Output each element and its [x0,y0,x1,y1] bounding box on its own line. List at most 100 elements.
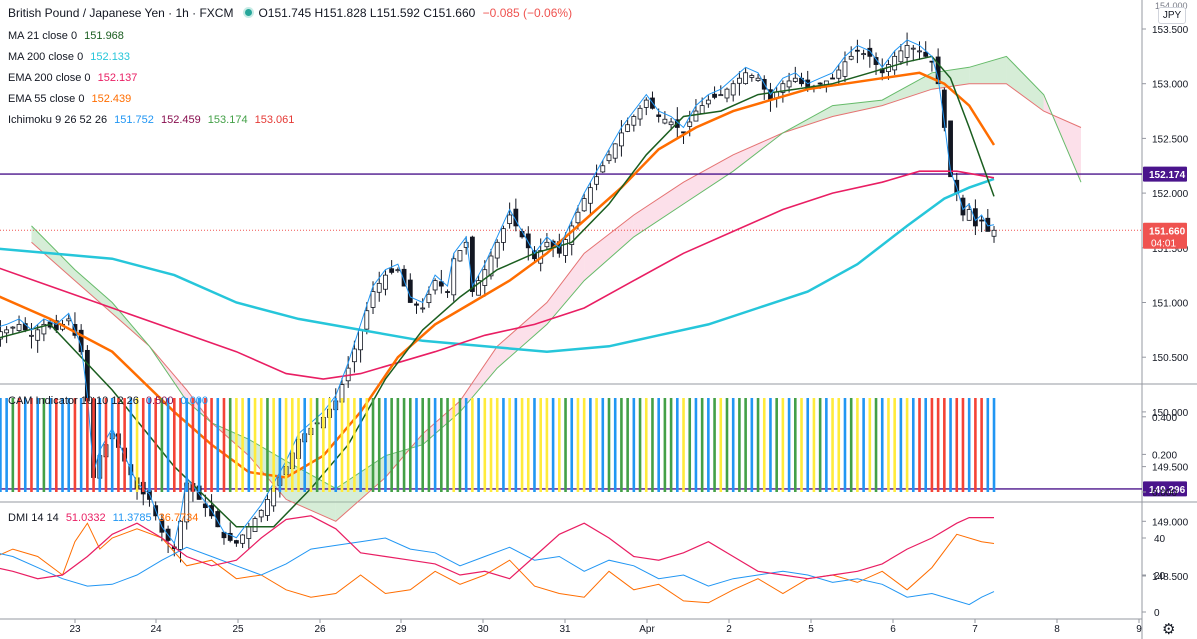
cam-bar [86,398,89,492]
legend-cam[interactable]: CAM Indicator 10 10 12 26 0.500 0.000 [8,394,212,408]
candle-body [867,47,873,57]
cam-bar [862,398,865,492]
cam-bar [887,398,890,492]
x-tick-label: 31 [559,624,571,635]
cam-bar [856,398,859,492]
candle-body [544,241,550,248]
cam-bar [390,398,393,492]
candle-body [985,217,991,232]
candle-body [420,307,426,310]
price-tag-box [1143,481,1187,497]
candle-body [358,329,364,351]
cam-bar [744,398,747,492]
change-value: −0.085 (−0.06%) [482,6,573,20]
cloud-segment [546,253,585,325]
cam-bar [110,398,114,492]
cam-bar [775,398,778,492]
cam-bar [228,398,232,492]
cam-bar [117,398,120,492]
cam-bar [502,398,505,492]
candle-body [4,329,10,334]
y-tick-label: 153.000 [1152,80,1189,91]
cam-bar [48,398,52,492]
symbol-title[interactable]: British Pound / Japanese Yen · 1h · FXCM [8,6,234,20]
cam-bar [322,398,325,492]
candle-body [749,75,755,78]
cam-bar [446,398,449,492]
cam-bar [309,398,313,492]
cam-bar [694,398,698,492]
ma21-line [0,55,995,528]
cam-bar [558,398,561,492]
candle-body [476,280,481,296]
candle-body [743,72,749,85]
cam-bar [483,398,487,492]
cam-bar [632,398,636,492]
cam-bar [104,398,108,492]
candle-body [948,120,953,178]
cam-bar [5,398,8,492]
cam-bar [160,398,164,492]
candle-body [414,303,419,306]
cloud-segment [832,100,883,117]
candle-body [656,114,662,117]
cam-bar [303,398,307,492]
cam-bar [197,398,201,492]
candle-body [463,241,469,248]
cam-bar [328,398,331,492]
legend-ma200[interactable]: MA 200 close 0 152.133 [8,50,134,64]
y-tick-label: 0.000 [1152,488,1177,499]
legend-cam-label: CAM Indicator 10 10 12 26 [8,395,139,407]
cam-bar [346,398,350,492]
price-tag-value: 151.660 [1149,226,1186,237]
legend-ma21-value: 151.968 [84,30,124,42]
y-tick-label: 153.500 [1152,25,1189,36]
candle-body [258,509,264,518]
candle-body [861,53,867,56]
cam-bar [756,398,760,492]
gear-icon[interactable]: ⚙ [1162,621,1176,638]
cam-bar [713,398,716,492]
cam-bar [893,398,896,492]
y-tick-label: 0 [1154,608,1160,619]
legend-ichimoku[interactable]: Ichimoku 9 26 52 26 151.752 152.459 153.… [8,113,298,127]
candle-body [786,80,792,88]
cam-bar [644,398,648,492]
candle-body [401,268,407,287]
candle-body [469,236,475,292]
price-tag-countdown: 04:01 [1151,238,1176,249]
candle-body [581,198,587,212]
cam-bar [79,398,83,492]
cam-bar [539,398,542,492]
cam-bar [663,398,667,492]
cam-bar [626,398,629,492]
legend-dmi[interactable]: DMI 14 14 51.0332 11.3785 36.7734 [8,511,202,525]
legend-ema55[interactable]: EMA 55 close 0 152.439 [8,92,135,106]
cam-bar [545,398,549,492]
cam-bar [533,398,536,492]
currency-button[interactable]: JPY [1158,7,1186,24]
legend-ema200[interactable]: EMA 200 close 0 152.137 [8,71,141,85]
symbol-header[interactable]: British Pound / Japanese Yen · 1h · FXCM… [8,6,576,20]
cam-bar [179,398,182,492]
cam-bar [769,398,772,492]
candle-body [780,83,786,93]
cam-bar [520,398,524,492]
candle-body [966,209,972,221]
legend-ma21[interactable]: MA 21 close 0 151.968 [8,29,128,43]
cam-bar [657,398,660,492]
market-status-icon [245,9,253,16]
dmi-adx-line [0,515,994,580]
time-axis: 23 24 25 26 29 30 31 Apr 2 5 6 7 8 9 [69,619,1142,635]
cam-bar [247,398,251,492]
candle-body [10,326,16,329]
cam-bar [408,398,412,492]
cam-bar [911,398,915,492]
cloud-segment [683,154,734,205]
cam-bar [23,398,27,492]
cam-bar [899,398,903,492]
cam-bar [849,398,853,492]
